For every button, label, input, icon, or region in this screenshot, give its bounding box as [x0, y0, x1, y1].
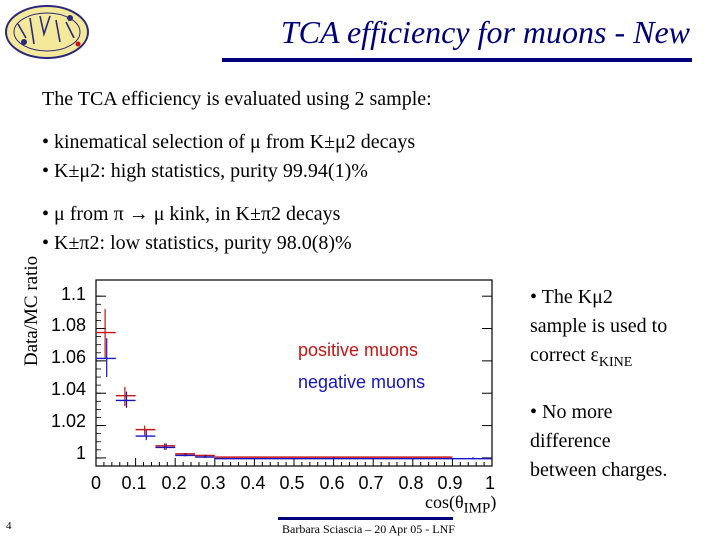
title-underline	[222, 58, 692, 62]
x-tick-label: 0	[90, 473, 101, 493]
side-note-charges: • No more difference between charges.	[530, 401, 668, 481]
side-note-kmu2: • The Kμ2 sample is used to correct εKIN…	[530, 286, 668, 370]
bullet-4: • K±π2: low statistics, purity 98.0(8)%	[42, 232, 352, 254]
footer-rule	[278, 517, 453, 520]
x-tick-label: 0.8	[398, 473, 424, 493]
y-tick-label: 1.08	[50, 315, 86, 335]
legend-positive-muons: positive muons	[298, 340, 419, 360]
plot-frame	[95, 279, 493, 467]
x-axis-label: cos(θIMP)	[425, 492, 497, 517]
x-tick-label: 0.3	[200, 473, 226, 493]
legend-negative-muons: negative muons	[298, 372, 426, 392]
intro-text: The TCA efficiency is evaluated using 2 …	[42, 88, 432, 110]
y-tick-label: 1.1	[60, 284, 86, 304]
x-tick-label: 1	[484, 473, 495, 493]
page-number: 4	[6, 520, 12, 532]
x-tick-label: 0.5	[279, 473, 305, 493]
bullet-1: • kinematical selection of μ from K±μ2 d…	[42, 131, 416, 153]
bullet-2: • K±μ2: high statistics, purity 99.94(1)…	[42, 160, 368, 182]
y-tick-label: 1.06	[50, 347, 86, 367]
x-tick-label: 0.9	[437, 473, 463, 493]
footer-text: Barbara Sciascia – 20 Apr 05 - LNF	[282, 522, 455, 536]
x-tick-label: 0.7	[358, 473, 384, 493]
kloe-logo	[5, 5, 89, 59]
y-tick-label: 1.02	[50, 411, 86, 431]
slide-title: TCA efficiency for muons - New	[280, 14, 690, 50]
y-tick-label: 1.04	[50, 379, 86, 399]
bullet-3: • μ from π → μ kink, in K±π2 decays	[42, 203, 341, 225]
x-tick-label: 0.6	[319, 473, 345, 493]
x-tick-label: 0.1	[121, 473, 147, 493]
y-tick-label: 1	[75, 443, 86, 463]
x-tick-label: 0.4	[240, 473, 266, 493]
x-tick-label: 0.2	[161, 473, 187, 493]
